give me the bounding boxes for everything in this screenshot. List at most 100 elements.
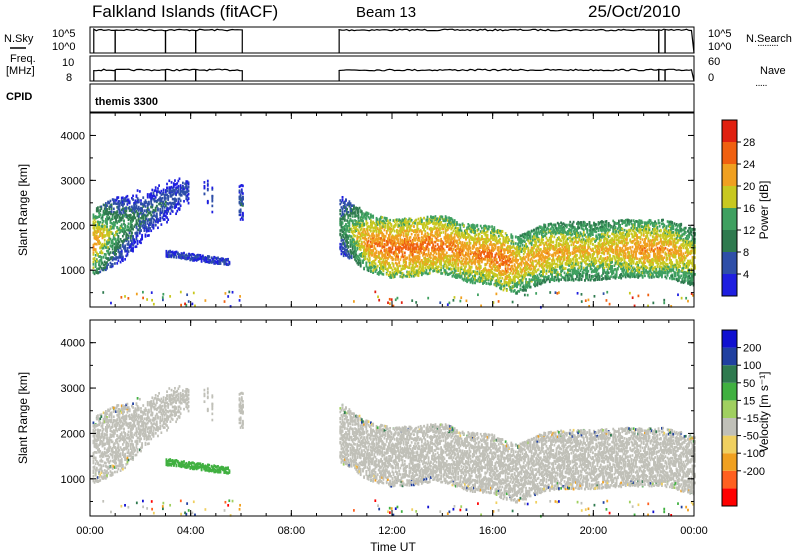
power-point <box>211 199 214 203</box>
power-point <box>131 223 133 227</box>
power-point <box>162 188 165 192</box>
power-point <box>406 265 409 269</box>
power-point <box>435 259 438 262</box>
power-point <box>135 206 138 210</box>
power-point <box>354 230 356 234</box>
power-point <box>409 228 412 231</box>
power-point <box>123 228 125 232</box>
power-point <box>390 241 393 245</box>
power-point <box>396 218 398 222</box>
power-point <box>425 245 428 249</box>
power-point <box>426 215 429 219</box>
power-point <box>401 267 404 271</box>
power-point <box>358 220 361 223</box>
power-point <box>383 239 386 242</box>
power-point <box>99 205 102 209</box>
power-point <box>410 219 413 222</box>
power-point <box>392 227 395 231</box>
power-point <box>393 251 396 254</box>
power-point <box>427 247 430 251</box>
power-point <box>136 234 139 237</box>
power-point <box>103 210 106 213</box>
power-point <box>175 186 177 190</box>
power-point <box>124 258 127 261</box>
power-point <box>119 250 122 254</box>
power-point <box>410 251 413 254</box>
power-point <box>426 234 429 238</box>
power-point <box>443 264 446 268</box>
power-point <box>388 246 390 250</box>
power-point <box>108 205 111 209</box>
power-point <box>174 201 176 205</box>
power-point <box>347 216 350 219</box>
power-point <box>362 246 364 249</box>
power-point <box>364 248 367 252</box>
power-point <box>120 258 123 261</box>
power-point <box>160 189 163 193</box>
power-point <box>115 243 117 247</box>
power-point <box>347 246 350 249</box>
power-point <box>123 246 125 249</box>
power-point <box>136 211 139 215</box>
power-point <box>120 200 123 204</box>
power-point <box>397 232 399 235</box>
power-point <box>111 251 114 254</box>
power-point <box>399 226 402 230</box>
power-point <box>359 233 362 236</box>
power-point <box>346 244 348 247</box>
power-point <box>416 233 419 237</box>
power-point <box>365 214 368 218</box>
power-point <box>436 235 439 239</box>
power-point <box>115 202 117 206</box>
power-point <box>414 246 416 249</box>
power-point <box>424 260 427 263</box>
power-point <box>416 251 419 254</box>
power-point <box>406 237 409 240</box>
power-point <box>125 199 128 203</box>
power-point <box>356 222 359 226</box>
power-point <box>406 227 409 230</box>
power-point <box>119 253 122 257</box>
power-point <box>383 262 386 266</box>
power-point <box>174 199 176 202</box>
power-point <box>392 263 395 266</box>
power-point <box>160 211 163 215</box>
power-point <box>106 265 108 269</box>
power-point <box>131 205 133 209</box>
power-point <box>185 190 188 193</box>
power-point <box>141 202 144 206</box>
power-point <box>449 257 452 260</box>
power-point <box>410 248 413 252</box>
power-point <box>428 221 431 225</box>
power-point <box>396 264 398 267</box>
power-point <box>348 228 351 231</box>
power-point <box>419 240 422 244</box>
power-point <box>381 234 384 237</box>
power-point <box>346 224 348 228</box>
power-point <box>366 213 369 217</box>
power-point <box>413 225 415 228</box>
power-point <box>150 193 153 197</box>
power-point <box>343 252 346 256</box>
power-point <box>92 248 95 252</box>
power-point <box>155 220 158 223</box>
power-point <box>169 201 172 205</box>
power-point <box>140 199 142 202</box>
power-point <box>175 183 177 186</box>
power-point <box>372 229 375 233</box>
power-point <box>394 218 397 222</box>
power-point <box>389 231 392 234</box>
power-point <box>364 235 367 239</box>
power-point <box>179 199 182 203</box>
power-point <box>162 192 165 196</box>
power-point <box>211 194 214 198</box>
power-point <box>144 225 147 228</box>
power-point <box>167 198 170 201</box>
power-point <box>107 213 110 216</box>
power-point <box>112 210 115 214</box>
power-point <box>343 203 346 207</box>
power-point <box>187 185 190 189</box>
power-point <box>111 258 114 262</box>
power-point <box>432 215 435 219</box>
power-point <box>109 221 112 224</box>
